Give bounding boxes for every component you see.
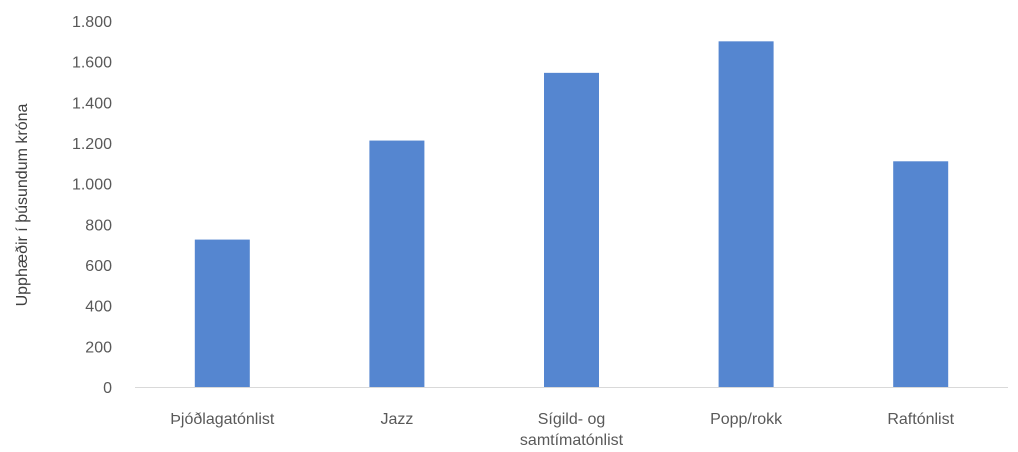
x-tick-label: Þjóðlagatónlist (170, 411, 275, 428)
bar (369, 140, 425, 387)
x-tick-label-line: samtímatónlist (520, 432, 624, 449)
y-tick-label: 0 (103, 380, 112, 397)
bars (194, 41, 949, 387)
y-axis-title-group: Upphæðir í þúsundum króna (14, 104, 31, 307)
x-tick-label-line: Þjóðlagatónlist (170, 411, 275, 428)
bar (194, 239, 250, 387)
y-tick-label: 1.800 (72, 14, 112, 31)
y-tick-label: 1.600 (72, 55, 112, 72)
x-tick-label-line: Raftónlist (887, 411, 954, 428)
y-tick-label: 1.000 (72, 177, 112, 194)
x-tick-label: Jazz (380, 411, 413, 428)
x-tick-label-line: Jazz (380, 411, 413, 428)
bar (544, 72, 599, 387)
bar (718, 41, 774, 387)
y-tick-label: 200 (85, 339, 112, 356)
y-tick-label: 600 (85, 258, 112, 275)
x-axis-ticks: Þjóðlagatónlist Jazz Sígild- og samtímatónl… (170, 411, 954, 449)
x-tick-label: Popp/rokk (710, 411, 783, 428)
bar (893, 161, 949, 387)
x-tick-label: Sígild- og samtímatónlist (520, 411, 624, 449)
x-tick-label-line: Popp/rokk (710, 411, 783, 428)
x-tick-label: Raftónlist (887, 411, 954, 428)
y-tick-label: 800 (85, 217, 112, 234)
y-axis-ticks: 0 200 400 600 800 1.000 1.200 1.400 1.600 1.800 (72, 14, 112, 397)
x-tick-label-line: Sígild- og (538, 411, 606, 428)
y-axis-title: Upphæðir í þúsundum króna (14, 104, 31, 307)
y-tick-label: 400 (85, 299, 112, 316)
y-tick-label: 1.400 (72, 95, 112, 112)
y-tick-label: 1.200 (72, 136, 112, 153)
